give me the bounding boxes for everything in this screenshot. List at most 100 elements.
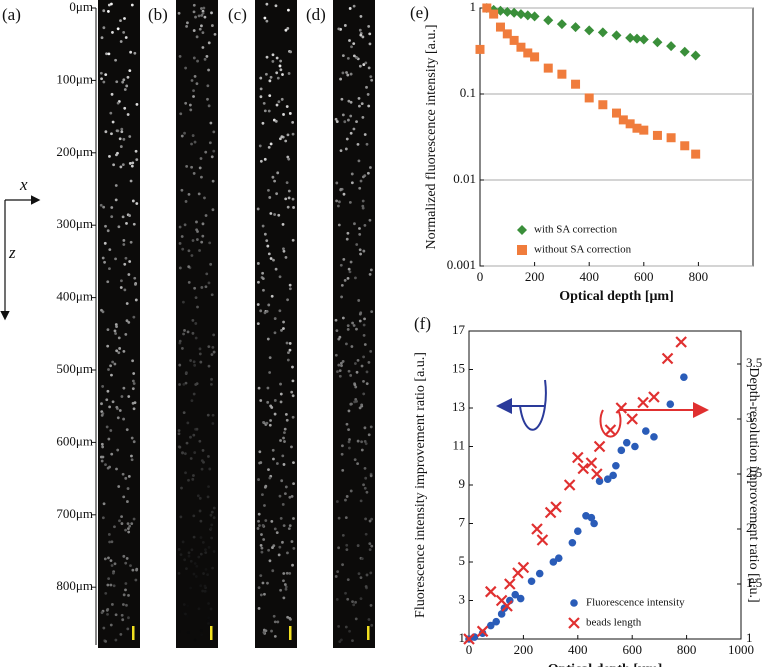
bead [362, 379, 365, 383]
bead [349, 489, 353, 493]
bead [370, 544, 374, 548]
bead [271, 569, 275, 573]
bead [360, 557, 364, 560]
bead [359, 499, 363, 503]
bead [268, 476, 272, 480]
bead [113, 362, 117, 366]
bead [266, 581, 269, 585]
panel-label: (e) [410, 3, 429, 22]
bead [114, 613, 118, 617]
bead [195, 238, 199, 241]
bead [341, 468, 345, 472]
bead [210, 155, 214, 159]
scale-bar [210, 626, 213, 640]
bead [190, 399, 194, 403]
bead [349, 72, 353, 76]
bead [284, 585, 288, 589]
bead [291, 563, 294, 567]
bead [286, 133, 290, 137]
bead [210, 382, 213, 386]
bead [365, 382, 369, 386]
bead [106, 344, 110, 348]
bead [340, 295, 343, 299]
bead [177, 11, 181, 15]
bead [206, 84, 210, 88]
bead [211, 208, 215, 212]
bead [350, 345, 354, 348]
bead [279, 439, 282, 442]
point [691, 149, 701, 159]
bead [208, 467, 212, 471]
bead [256, 527, 260, 530]
bead [362, 355, 366, 359]
bead [126, 527, 130, 531]
bead [274, 267, 278, 271]
bead [267, 548, 271, 552]
point [617, 446, 626, 455]
bead [336, 370, 339, 374]
bead [198, 439, 202, 443]
bead [204, 551, 208, 555]
bead [120, 613, 124, 617]
bead [122, 243, 126, 246]
bead [207, 281, 211, 285]
bead [267, 109, 271, 113]
bead [120, 522, 124, 525]
bead [124, 528, 127, 532]
bead [276, 620, 280, 624]
point [572, 451, 584, 464]
bead [126, 75, 130, 79]
bead [203, 15, 207, 19]
bead [338, 200, 341, 204]
bead [265, 309, 269, 313]
bead [179, 112, 183, 116]
bead [281, 73, 284, 76]
bead [341, 71, 345, 75]
bead [115, 405, 119, 409]
depth-label: 800μm [56, 578, 93, 593]
bead [129, 179, 133, 183]
bead [364, 442, 368, 446]
legend-label: Fluorescence intensity [586, 597, 685, 609]
bead [262, 101, 266, 105]
bead [213, 32, 217, 36]
scale-bar [132, 626, 135, 640]
bead [185, 441, 189, 445]
depth-label: 200μm [56, 144, 93, 159]
bead [104, 130, 108, 134]
bead [191, 134, 195, 137]
point [612, 108, 621, 118]
depth-label: 400μm [56, 289, 93, 304]
bead [124, 476, 128, 480]
bead [199, 360, 203, 364]
bead [337, 223, 341, 227]
point [476, 625, 489, 638]
bead [361, 199, 365, 203]
bead [259, 159, 263, 163]
bead [125, 557, 129, 560]
bead [192, 572, 196, 576]
bead [114, 184, 118, 187]
bead [191, 318, 195, 322]
y2-axis-title: Depth-resolution improvement ratio [a.u.… [746, 367, 761, 602]
point [666, 400, 675, 408]
point [577, 462, 590, 475]
bead [259, 76, 263, 80]
bead [212, 506, 216, 510]
bead [344, 591, 347, 595]
bead [106, 583, 110, 587]
bead [185, 567, 188, 571]
bead [263, 504, 266, 507]
bead [369, 166, 372, 169]
bead [199, 584, 203, 588]
bead [286, 155, 290, 159]
point [489, 9, 499, 19]
bead [116, 101, 120, 105]
point [486, 621, 495, 630]
bead [257, 478, 260, 481]
bead [362, 175, 365, 179]
bead [194, 383, 198, 386]
bead [286, 27, 290, 30]
point [529, 11, 540, 22]
bead [107, 437, 111, 441]
